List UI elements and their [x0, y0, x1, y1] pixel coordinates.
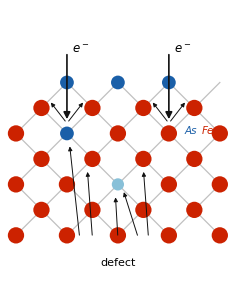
Circle shape	[110, 125, 126, 142]
Circle shape	[162, 76, 176, 89]
Circle shape	[59, 227, 75, 244]
Circle shape	[9, 127, 23, 140]
Circle shape	[111, 127, 125, 140]
Circle shape	[212, 176, 228, 193]
Circle shape	[35, 101, 48, 115]
Circle shape	[33, 151, 50, 167]
Circle shape	[59, 176, 75, 193]
Circle shape	[8, 125, 24, 142]
Circle shape	[161, 176, 177, 193]
Circle shape	[162, 127, 176, 140]
Circle shape	[60, 229, 74, 242]
Circle shape	[60, 76, 74, 89]
Circle shape	[137, 204, 150, 216]
Circle shape	[33, 100, 50, 116]
Circle shape	[8, 176, 24, 193]
Text: $e^-$: $e^-$	[174, 43, 191, 56]
Circle shape	[60, 127, 74, 140]
Circle shape	[137, 153, 150, 165]
Circle shape	[187, 152, 201, 166]
Circle shape	[84, 202, 101, 218]
Circle shape	[135, 202, 152, 218]
Circle shape	[8, 227, 24, 244]
Circle shape	[86, 204, 99, 216]
Circle shape	[137, 101, 150, 115]
Circle shape	[161, 227, 177, 244]
Circle shape	[161, 125, 177, 142]
Text: Fe: Fe	[202, 126, 214, 136]
Text: $e^-$: $e^-$	[72, 43, 90, 56]
Circle shape	[84, 100, 101, 116]
Circle shape	[212, 125, 228, 142]
Circle shape	[186, 151, 202, 167]
Text: defect: defect	[100, 258, 136, 268]
Circle shape	[86, 153, 99, 165]
Circle shape	[187, 101, 201, 115]
Circle shape	[213, 229, 227, 242]
Circle shape	[186, 202, 202, 218]
Circle shape	[35, 152, 48, 166]
Text: As: As	[184, 126, 197, 136]
Circle shape	[112, 178, 124, 190]
Circle shape	[212, 227, 228, 244]
Circle shape	[61, 178, 73, 190]
Circle shape	[84, 151, 101, 167]
Circle shape	[111, 76, 125, 89]
Circle shape	[33, 202, 50, 218]
Circle shape	[187, 203, 201, 217]
Circle shape	[213, 127, 227, 140]
Circle shape	[162, 229, 176, 242]
Circle shape	[110, 227, 126, 244]
Circle shape	[135, 100, 152, 116]
Circle shape	[86, 101, 99, 115]
Circle shape	[135, 151, 152, 167]
Circle shape	[111, 229, 125, 242]
Circle shape	[186, 100, 202, 116]
